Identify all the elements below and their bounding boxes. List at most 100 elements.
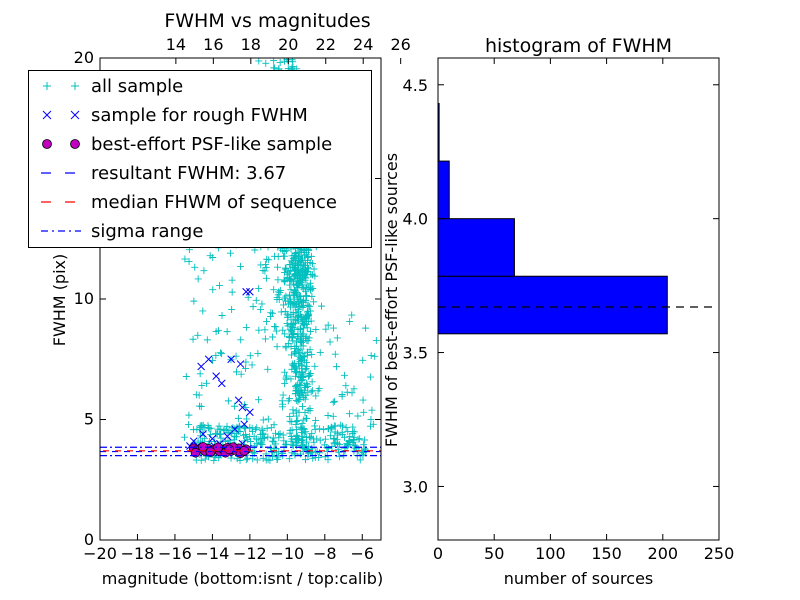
all-sample-point xyxy=(334,445,342,453)
top-x-tick-label: 16 xyxy=(203,35,223,54)
all-sample-point xyxy=(338,422,346,430)
all-sample-point xyxy=(316,436,324,444)
all-sample-point xyxy=(342,423,350,431)
y-tick-label: 4.5 xyxy=(403,76,428,95)
all-sample-point xyxy=(346,318,354,326)
all-sample-point xyxy=(283,319,291,327)
all-sample-point xyxy=(255,284,263,292)
all-sample-point xyxy=(293,275,301,283)
all-sample-point xyxy=(298,389,306,397)
psf-sample-point xyxy=(224,444,235,455)
all-sample-point xyxy=(289,337,297,345)
all-sample-point xyxy=(281,294,289,302)
all-sample-point xyxy=(292,308,300,316)
all-sample-point xyxy=(327,423,335,431)
all-sample-point xyxy=(285,291,293,299)
all-sample-point xyxy=(189,335,197,343)
all-sample-point xyxy=(209,254,217,262)
all-sample-point xyxy=(246,432,254,440)
all-sample-point xyxy=(287,351,295,359)
x-tick-label: −14 xyxy=(196,544,230,563)
all-sample-point xyxy=(264,365,272,373)
all-sample-point xyxy=(311,425,319,433)
all-sample-point xyxy=(249,448,257,456)
all-sample-point xyxy=(369,420,377,428)
all-sample-point xyxy=(254,349,262,357)
all-sample-point xyxy=(297,296,305,304)
all-sample-point xyxy=(180,433,188,441)
all-sample-point xyxy=(294,416,302,424)
all-sample-point xyxy=(272,440,280,448)
all-sample-point xyxy=(309,448,317,456)
all-sample-point xyxy=(270,421,278,429)
all-sample-point xyxy=(324,321,332,329)
all-sample-point xyxy=(264,456,272,464)
all-sample-point xyxy=(340,433,348,441)
all-sample-point xyxy=(265,256,273,264)
all-sample-point xyxy=(362,324,370,332)
all-sample-point xyxy=(321,435,329,443)
rough-sample-point xyxy=(246,287,254,296)
all-sample-point xyxy=(285,395,293,403)
all-sample-point xyxy=(298,357,306,365)
all-sample-point xyxy=(273,263,281,271)
all-sample-point xyxy=(294,284,302,292)
all-sample-point xyxy=(264,415,272,423)
all-sample-point xyxy=(292,287,300,295)
all-sample-point xyxy=(301,366,309,374)
all-sample-point xyxy=(228,276,236,284)
all-sample-point xyxy=(306,285,314,293)
all-sample-point xyxy=(333,334,341,342)
all-sample-point xyxy=(301,395,309,403)
all-sample-point xyxy=(300,324,308,332)
all-sample-point xyxy=(224,428,232,436)
all-sample-point xyxy=(243,415,251,423)
all-sample-point xyxy=(316,425,324,433)
all-sample-point xyxy=(293,435,301,443)
all-sample-point xyxy=(277,308,285,316)
all-sample-point xyxy=(296,325,304,333)
all-sample-point xyxy=(318,302,326,310)
all-sample-point xyxy=(302,379,310,387)
all-sample-point xyxy=(324,411,332,419)
all-sample-point xyxy=(297,276,305,284)
all-sample-point xyxy=(333,436,341,444)
all-sample-point xyxy=(281,330,289,338)
all-sample-point xyxy=(346,410,354,418)
all-sample-point xyxy=(305,433,313,441)
psf-sample-point xyxy=(190,447,201,458)
all-sample-point xyxy=(287,257,295,265)
all-sample-point xyxy=(350,428,358,436)
all-sample-point xyxy=(288,331,296,339)
dashed-line-icon xyxy=(41,201,81,203)
all-sample-point xyxy=(197,403,205,411)
all-sample-point xyxy=(308,351,316,359)
all-sample-point xyxy=(192,391,200,399)
all-sample-point xyxy=(329,412,337,420)
scatter-title: FWHM vs magnitudes xyxy=(164,10,370,32)
rough-sample-point xyxy=(227,355,235,364)
x-tick-label: −6 xyxy=(350,544,374,563)
all-sample-point xyxy=(331,422,339,430)
all-sample-point xyxy=(197,456,205,464)
all-sample-point xyxy=(360,441,368,449)
all-sample-point xyxy=(299,403,307,411)
all-sample-point xyxy=(190,297,198,305)
scatter-y-label: FWHM (pix) xyxy=(50,254,69,347)
all-sample-point xyxy=(257,306,265,314)
rough-sample-point xyxy=(246,408,254,417)
all-sample-point xyxy=(292,421,300,429)
all-sample-point xyxy=(303,281,311,289)
legend-label: sigma range xyxy=(91,221,204,242)
legend-item-psf-sample: best-effort PSF-like sample xyxy=(29,131,371,157)
all-sample-point xyxy=(366,422,374,430)
all-sample-point xyxy=(295,395,303,403)
all-sample-point xyxy=(242,323,250,331)
all-sample-point xyxy=(282,342,290,350)
rough-sample-point xyxy=(199,430,207,438)
all-sample-point xyxy=(284,312,292,320)
all-sample-point xyxy=(211,453,219,461)
all-sample-point xyxy=(209,286,217,294)
all-sample-point xyxy=(196,426,204,434)
